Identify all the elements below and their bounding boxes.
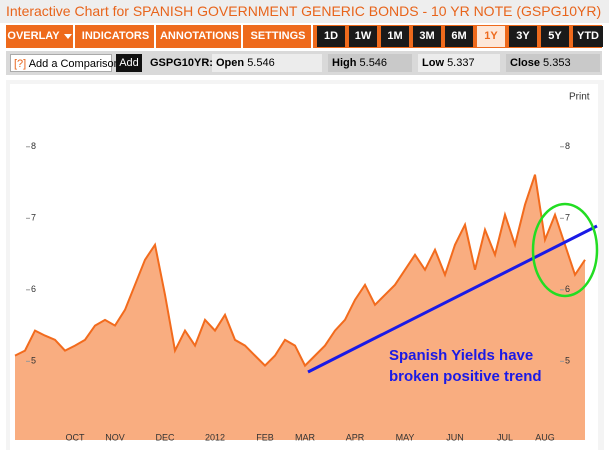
field-value: 5.546 [247,57,275,69]
menu-button[interactable]: SETTINGS [245,25,313,48]
symbol: GSPG10YR:IND [150,57,232,69]
x-tick-label: MAR [295,432,316,442]
field-label: Low [422,57,444,69]
y-tick-label: 6 [565,284,570,294]
range-button[interactable]: YTD [573,26,603,47]
range-button[interactable]: 5Y [541,26,569,47]
field-value: 5.546 [359,57,388,69]
field-label: High [332,57,357,69]
y-tick-label: 8 [565,141,570,151]
x-tick-label: AUG [535,432,555,442]
quote-bar: [?] Add a Comparison Add GSPG10YR:IND Op… [6,51,602,75]
x-tick-label: APR [346,432,365,442]
range-button[interactable]: 3Y [509,26,537,47]
comparison-placeholder: Add a Comparison [28,58,120,70]
x-tick-label: NOV [105,432,125,442]
range-button[interactable]: 1Y [477,26,505,47]
add-button[interactable]: Add [116,54,142,72]
quote-field: Close 5.353 [506,54,600,72]
x-tick-label: JUL [497,432,513,442]
field-label: Close [510,57,540,69]
x-tick-label: FEB [256,432,274,442]
x-tick-label: MAY [396,432,415,442]
annotation: Spanish Yields have [389,347,533,364]
highlight-ellipse [531,202,599,298]
x-tick-label: 2012 [205,432,225,442]
area [15,174,585,441]
chart: Print 5 5 6 6 7 7 8 8 OCT NOV DEC 2012 FEB MAR APR MAY J… [10,84,599,450]
field-label: Open [216,57,245,69]
y-tick-label: 7 [565,213,570,223]
header-title: Interactive Chart for SPANISH GOVERNMENT… [0,0,609,23]
line [14,174,586,368]
x-tick-label: DEC [155,432,175,442]
print-link[interactable]: Print [569,92,590,103]
range-button[interactable]: 1W [349,26,377,47]
y-tick-label: 5 [31,356,36,366]
x-tick-label: OCT [66,432,86,442]
field-value: 5.353 [543,57,571,69]
x-tick-label: JUN [446,432,464,442]
y-tick-label: 7 [31,213,36,223]
range-button[interactable]: 1D [317,26,345,47]
toolbar: OVERLAY INDICATORS ANNOTATIONS SETTINGS 1D 1W… [6,25,603,48]
help-icon[interactable]: [?] [14,58,27,70]
range-button[interactable]: 6M [445,26,473,47]
quote-field: Low 5.337 [418,54,500,72]
annotation: broken positive trend [389,368,542,385]
trend-line [307,224,598,374]
menu-button[interactable]: OVERLAY [6,25,75,48]
field-value: 5.337 [447,57,475,69]
menu-button[interactable]: INDICATORS [77,25,156,48]
y-tick-label: 5 [565,356,570,366]
range-button[interactable]: 3M [413,26,441,47]
quote-field: Open 5.546 [212,54,322,72]
comparison-input[interactable]: [?] Add a Comparison [10,54,120,72]
y-tick-label: 6 [31,284,36,294]
range-button[interactable]: 1M [381,26,409,47]
y-tick-label: 8 [31,141,36,151]
quote-field: High 5.546 [328,54,412,72]
menu-button[interactable]: ANNOTATIONS [158,25,243,48]
